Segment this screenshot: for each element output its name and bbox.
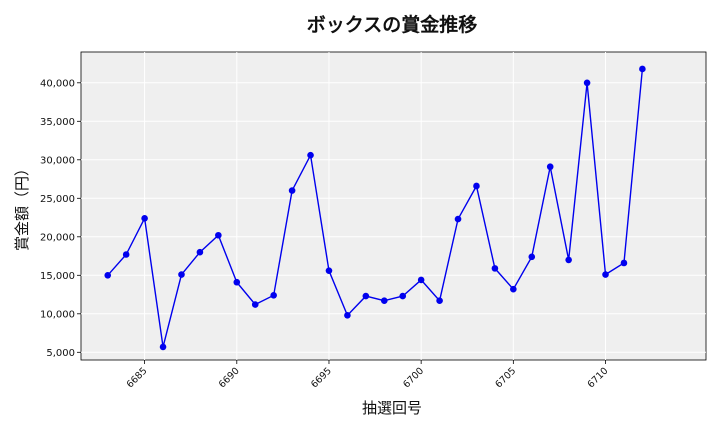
data-point bbox=[251, 301, 259, 308]
data-point bbox=[288, 187, 296, 194]
x-axis-label: 抽選回号 bbox=[362, 399, 422, 417]
data-point bbox=[602, 271, 609, 278]
data-point bbox=[639, 65, 646, 73]
data-point bbox=[159, 343, 167, 351]
y-tick-label: 10,000 bbox=[40, 309, 75, 320]
data-point bbox=[399, 292, 407, 300]
series-layer bbox=[104, 65, 646, 351]
data-point bbox=[141, 215, 148, 222]
y-tick-label: 25,000 bbox=[40, 194, 75, 205]
data-point bbox=[270, 292, 277, 299]
x-tick-label: 6700 bbox=[401, 366, 426, 391]
x-tick-label: 6685 bbox=[125, 366, 150, 391]
x-tick-label: 6695 bbox=[309, 366, 334, 391]
x-tick-label: 6705 bbox=[493, 366, 518, 391]
series-line bbox=[107, 68, 644, 348]
data-point bbox=[196, 248, 204, 256]
x-tick-label: 6690 bbox=[217, 366, 242, 391]
data-point bbox=[620, 259, 628, 267]
y-tick-label: 35,000 bbox=[40, 117, 75, 128]
grid-lines bbox=[81, 52, 706, 360]
y-axis-ticks: 5,000 10,000 15,000 20,000 25,000 30,000 35,00… bbox=[40, 78, 81, 359]
data-point bbox=[528, 253, 536, 261]
data-point bbox=[565, 256, 572, 264]
data-point bbox=[362, 292, 370, 300]
x-axis-ticks: 6685 6690 6695 6700 6705 6710 bbox=[125, 360, 611, 391]
x-tick-label: 6710 bbox=[586, 366, 611, 391]
data-point bbox=[104, 272, 112, 279]
data-point bbox=[546, 163, 554, 171]
data-point bbox=[380, 297, 388, 305]
data-point bbox=[178, 271, 185, 278]
data-point bbox=[122, 251, 130, 258]
data-point bbox=[417, 276, 425, 284]
y-tick-label: 30,000 bbox=[40, 155, 75, 166]
y-tick-label: 20,000 bbox=[40, 232, 75, 243]
y-axis-label: 賞金額（円） bbox=[13, 161, 31, 251]
data-point bbox=[583, 79, 591, 87]
data-point bbox=[491, 265, 499, 272]
y-tick-label: 5,000 bbox=[46, 348, 75, 359]
data-point bbox=[454, 215, 462, 223]
data-point bbox=[344, 312, 351, 319]
data-point bbox=[473, 182, 480, 190]
data-point bbox=[436, 297, 443, 305]
data-point bbox=[325, 267, 333, 274]
y-tick-label: 15,000 bbox=[40, 271, 75, 282]
chart-title: ボックスの賞金推移 bbox=[307, 13, 477, 36]
y-tick-label: 40,000 bbox=[40, 78, 75, 89]
data-point bbox=[233, 278, 241, 286]
data-point bbox=[510, 285, 517, 293]
plot-area bbox=[80, 51, 707, 361]
data-point bbox=[307, 151, 314, 159]
data-point bbox=[215, 231, 222, 239]
